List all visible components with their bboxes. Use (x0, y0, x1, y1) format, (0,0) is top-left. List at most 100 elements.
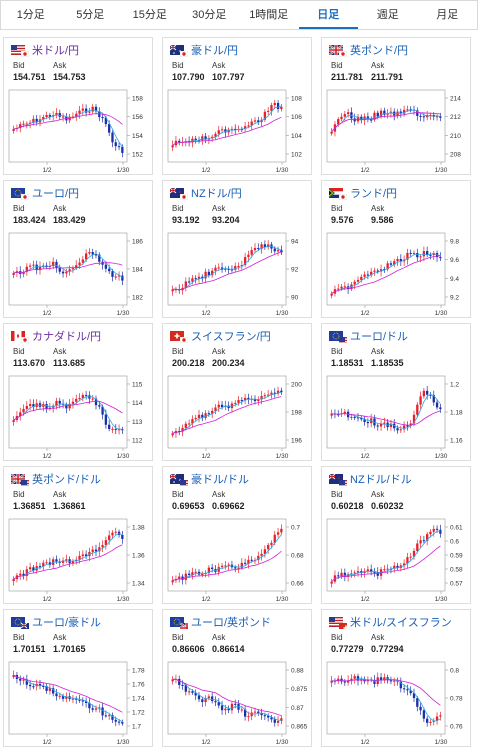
y-tick-label: 0.59 (450, 553, 463, 560)
pair-link[interactable]: 英ポンド/ドル (32, 474, 102, 486)
pair-link[interactable]: ユーロ/豪ドル (32, 617, 102, 629)
card-title: 米ドル/スイスフラン (329, 615, 452, 629)
candle-body (234, 266, 237, 270)
pair-link[interactable]: 米ドル/円 (32, 45, 80, 57)
long-ma-line (331, 679, 441, 706)
tab-2[interactable]: 15分足 (132, 9, 167, 21)
pair-link[interactable]: ユーロ/ドル (350, 331, 409, 343)
candle-body (28, 404, 32, 406)
candle-body (257, 555, 260, 560)
ask-label: Ask (53, 61, 67, 70)
tab-7[interactable]: 月足 (436, 9, 459, 21)
pair-link[interactable]: 英ポンド/円 (350, 45, 409, 57)
rate-card[interactable]: 英ポンド/ドル Bid Ask 1.36851 1.36861 1.38 1.36 1.34 1… (3, 466, 153, 604)
long-ma-line (172, 116, 282, 146)
candle-body (383, 422, 386, 424)
candle-body (280, 249, 283, 253)
rate-card[interactable]: NZドル/円 Bid Ask 93.192 93.204 94 92 90 1/2 1/30 (162, 180, 312, 318)
tab-6[interactable]: 週足 (376, 9, 399, 21)
pair-link[interactable]: ユーロ/英ポンド (191, 617, 272, 629)
price-chart[interactable]: 200 198 196 1/2 1/30 (166, 374, 310, 462)
tab-5[interactable]: 日足 (298, 1, 358, 29)
rate-card[interactable]: 豪ドル/ドル Bid Ask 0.69653 0.69662 0.7 0.68 0.66 1/2… (162, 466, 312, 604)
pair-link[interactable]: 米ドル/スイスフラン (350, 617, 452, 629)
pair-link[interactable]: カナダドル/円 (32, 331, 102, 343)
tab-4[interactable]: 1時間足 (249, 9, 289, 21)
candle-body (220, 129, 224, 131)
price-chart[interactable]: 1.2 1.18 1.16 1/2 1/30 (325, 374, 469, 462)
candle-body (28, 567, 32, 570)
candle-body (174, 289, 178, 291)
price-chart[interactable]: 94 92 90 1/2 1/30 (166, 231, 310, 319)
currency-flag-icon (329, 188, 347, 200)
pair-link[interactable]: NZドル/ドル (350, 474, 412, 486)
price-chart[interactable]: 1.38 1.36 1.34 1/2 1/30 (7, 517, 151, 605)
candle-body (243, 126, 247, 130)
price-chart[interactable]: 0.61 0.6 0.59 0.58 0.57 1/2 1/30 (325, 517, 469, 605)
y-tick-label: 186 (132, 239, 143, 246)
rate-card[interactable]: ユーロ/ドル Bid Ask 1.18531 1.18535 1.2 1.18 1.16 1/2… (321, 323, 471, 461)
candle-body (363, 274, 366, 277)
price-chart[interactable]: 0.88 0.875 0.87 0.865 1/2 1/30 (166, 660, 310, 748)
rate-card[interactable]: ユーロ/英ポンド Bid Ask 0.86606 0.86614 0.88 0.875 0.8… (162, 609, 312, 747)
candle-body (412, 253, 416, 255)
candle-body (253, 120, 257, 122)
plot-frame (167, 375, 287, 449)
rate-card[interactable]: 英ポンド/円 Bid Ask 211.781 211.791 214 212 210 208 1/… (321, 37, 471, 175)
candle-body (409, 109, 412, 111)
candle-body (217, 267, 220, 269)
candle-body (194, 278, 197, 280)
rate-card[interactable]: ユーロ/円 Bid Ask 183.424 183.429 186 184 182 1/2 1/3… (3, 180, 153, 318)
tab-0[interactable]: 1分足 (16, 9, 45, 21)
bid-label: Bid (13, 61, 25, 70)
candle-body (270, 392, 273, 395)
candle-body (184, 281, 187, 288)
candle-body (42, 265, 45, 267)
candle-body (230, 703, 234, 711)
candle-body (84, 108, 88, 113)
pair-link[interactable]: NZドル/円 (191, 188, 242, 200)
price-chart[interactable]: 186 184 182 1/2 1/30 (7, 231, 151, 319)
y-tick-label: 1.7 (132, 724, 141, 731)
pair-link[interactable]: ユーロ/円 (32, 188, 80, 200)
y-tick-label: 1.2 (450, 382, 459, 389)
pair-link[interactable]: スイスフラン/円 (191, 331, 271, 343)
rate-card[interactable]: NZドル/ドル Bid Ask 0.60218 0.60232 0.61 0.6 0.59 0.… (321, 466, 471, 604)
candle-body (214, 133, 217, 137)
candle-body (108, 535, 111, 541)
y-tick-label: 9.8 (450, 239, 459, 246)
pair-link[interactable]: ランド/円 (350, 188, 398, 200)
price-chart[interactable]: 1.78 1.76 1.74 1.72 1.7 1/2 1/30 (7, 660, 151, 748)
price-chart[interactable]: 9.8 9.6 9.4 9.2 1/2 1/30 (325, 231, 469, 319)
ask-label: Ask (371, 347, 385, 356)
short-ma-line (172, 391, 282, 434)
rate-card[interactable]: ランド/円 Bid Ask 9.576 9.586 9.8 9.6 9.4 9.2 1/2 1/30 (321, 180, 471, 318)
candle-body (68, 116, 71, 121)
y-tick-label: 212 (450, 114, 461, 121)
y-tick-label: 158 (132, 96, 143, 103)
candle-body (207, 271, 211, 276)
price-chart[interactable]: 0.7 0.68 0.66 1/2 1/30 (166, 517, 310, 605)
candle-body (363, 419, 366, 422)
pair-link[interactable]: 豪ドル/ドル (191, 474, 250, 486)
price-chart[interactable]: 108 106 104 102 1/2 1/30 (166, 88, 310, 176)
candle-body (38, 566, 42, 568)
candle-body (217, 702, 220, 706)
rate-card[interactable]: 米ドル/スイスフラン Bid Ask 0.77279 0.77294 0.8 0.78 0.7… (321, 609, 471, 747)
candle-body (346, 574, 350, 577)
candle-body (343, 681, 346, 683)
rate-card[interactable]: 米ドル/円 Bid Ask 154.751 154.753 158 156 154 152 1/2… (3, 37, 153, 175)
tab-1[interactable]: 5分足 (76, 9, 105, 21)
rate-card[interactable]: スイスフラン/円 Bid Ask 200.218 200.234 200 198 196 1/2… (162, 323, 312, 461)
pair-link[interactable]: 豪ドル/円 (191, 45, 239, 57)
rate-card[interactable]: ユーロ/豪ドル Bid Ask 1.70151 1.70165 1.78 1.76 1.74 1… (3, 609, 153, 747)
price-chart[interactable]: 115 114 113 112 1/2 1/30 (7, 374, 151, 462)
candle-body (276, 102, 280, 110)
rate-card[interactable]: 豪ドル/円 Bid Ask 107.790 107.797 108 106 104 102 1/2… (162, 37, 312, 175)
tab-3[interactable]: 30分足 (192, 9, 227, 21)
price-chart[interactable]: 0.8 0.78 0.76 1/2 1/30 (325, 660, 469, 748)
rate-card[interactable]: カナダドル/円 Bid Ask 113.670 113.685 115 114 113 112 1… (3, 323, 153, 461)
candle-body (61, 116, 65, 118)
price-chart[interactable]: 158 156 154 152 1/2 1/30 (7, 88, 151, 176)
price-chart[interactable]: 214 212 210 208 1/2 1/30 (325, 88, 469, 176)
